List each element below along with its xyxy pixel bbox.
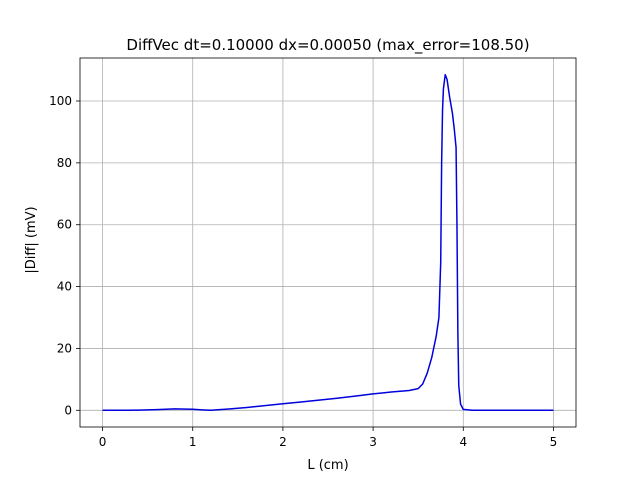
- x-tick-label: 0: [99, 435, 107, 449]
- series-line-0: [102, 73, 554, 412]
- y-tick-label: 60: [57, 218, 72, 232]
- x-axis-label: L (cm): [307, 458, 348, 473]
- x-tick-label: 5: [550, 435, 558, 449]
- plot-frame: [79, 57, 577, 428]
- y-tick-label: 20: [57, 341, 72, 355]
- x-tick-label: 4: [459, 435, 467, 449]
- chart-title: DiffVec dt=0.10000 dx=0.00050 (max_error…: [126, 36, 529, 55]
- data-series: [102, 73, 554, 412]
- x-tick-label: 2: [279, 435, 287, 449]
- y-tick-label: 80: [57, 156, 72, 170]
- y-tick-label: 0: [64, 403, 72, 417]
- x-tick-label: 1: [189, 435, 197, 449]
- grid-lines: [80, 58, 576, 427]
- x-tick-label: 3: [369, 435, 377, 449]
- y-tick-label: 40: [57, 280, 72, 294]
- y-axis-label: |Diff| (mV): [24, 206, 39, 273]
- axis-ticks: 0 1 2 3 4 5 0 20 40 60 80 100: [49, 94, 557, 449]
- y-tick-label: 100: [49, 94, 72, 108]
